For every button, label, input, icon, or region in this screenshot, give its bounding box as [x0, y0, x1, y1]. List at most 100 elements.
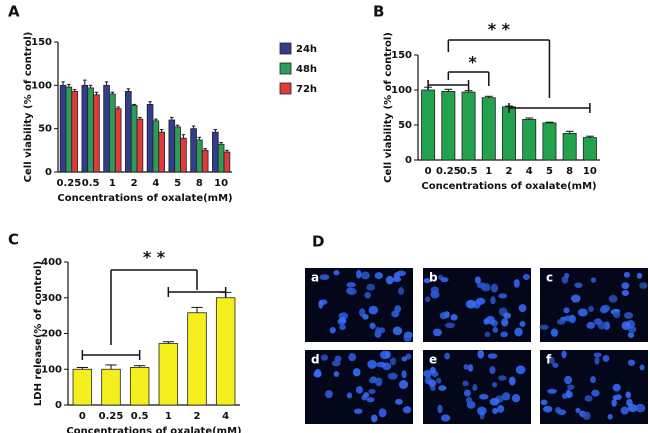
y-tick-label: 0 — [55, 400, 62, 411]
cell-nucleus — [599, 306, 609, 314]
cell-nucleus — [549, 356, 555, 365]
cell-nucleus — [423, 369, 432, 378]
cell-nucleus — [366, 283, 376, 291]
error-bar — [76, 366, 88, 370]
x-tick-label: 1 — [485, 166, 492, 177]
bar — [190, 128, 197, 173]
bar — [101, 368, 121, 406]
tile-label: f — [546, 353, 552, 367]
legend-swatch — [279, 82, 292, 95]
x-axis-label: Concentrations of oxalate(mM) — [66, 426, 241, 433]
cell-nucleus — [500, 331, 508, 338]
error-bar — [72, 89, 77, 92]
cell-nucleus — [476, 406, 487, 416]
x-tick-label: 10 — [214, 178, 228, 189]
error-bar — [104, 81, 109, 86]
cell-nucleus — [594, 356, 600, 365]
cell-nucleus — [438, 385, 447, 391]
error-bar — [484, 95, 493, 98]
cell-nucleus — [356, 269, 362, 279]
error-bar — [181, 134, 186, 139]
cell-nucleus — [362, 313, 369, 320]
cell-nucleus — [590, 376, 596, 384]
error-bar — [585, 135, 594, 138]
x-tick-label: 5 — [546, 166, 553, 177]
cell-nucleus — [487, 353, 498, 359]
error-bar — [159, 129, 164, 133]
cell-nucleus — [563, 307, 570, 314]
cell-nucleus — [319, 274, 330, 281]
bar — [174, 126, 181, 173]
cell-nucleus — [346, 392, 353, 399]
cell-nucleus — [571, 294, 581, 303]
cell-nucleus — [479, 393, 489, 400]
x-tick-label: 5 — [174, 178, 181, 189]
legend-label: 72h — [296, 84, 317, 95]
cell-nucleus — [392, 276, 402, 282]
y-tick-label: 400 — [41, 257, 62, 268]
cell-nucleus — [475, 297, 486, 305]
cell-nucleus — [497, 404, 505, 413]
cell-nucleus — [338, 316, 347, 323]
x-tick-label: 0.5 — [82, 178, 100, 189]
cell-nucleus — [552, 362, 559, 368]
bar — [461, 91, 476, 161]
cell-nucleus — [423, 278, 431, 284]
y-tick-label: 150 — [391, 50, 412, 61]
y-axis-label: Cell viability (% of control) — [23, 32, 34, 183]
y-axis-label: LDH release(% of control) — [33, 261, 44, 406]
y-tick-label: 300 — [41, 293, 62, 304]
cell-nucleus — [574, 282, 583, 288]
cell-nucleus — [555, 407, 562, 414]
error-bar — [148, 101, 152, 105]
cell-nucleus — [402, 406, 412, 414]
bar — [158, 343, 179, 406]
image-tile: b — [423, 268, 531, 342]
cell-nucleus — [607, 414, 613, 420]
error-bar — [138, 116, 142, 120]
cell-nucleus — [371, 414, 378, 423]
cell-nucleus — [430, 290, 440, 299]
cell-nucleus — [522, 273, 530, 281]
image-tile: e — [423, 349, 531, 424]
error-bar — [116, 106, 120, 109]
cell-nucleus — [462, 380, 469, 387]
bar — [130, 104, 138, 173]
cell-nucleus — [547, 388, 557, 394]
x-tick-label: 8 — [566, 166, 573, 177]
cell-nucleus — [394, 398, 403, 405]
cell-nucleus — [429, 366, 436, 374]
cell-nucleus — [375, 377, 383, 387]
cell-nucleus — [436, 377, 442, 384]
x-tick-label: 0.5 — [460, 166, 478, 177]
bar — [201, 149, 209, 173]
bar — [129, 367, 150, 406]
bar — [180, 137, 187, 173]
error-bar — [444, 88, 453, 92]
cell-nucleus — [378, 327, 386, 334]
cell-nucleus — [591, 389, 600, 397]
cell-nucleus — [376, 361, 386, 368]
error-bar — [162, 341, 174, 344]
cell-nucleus — [627, 332, 635, 339]
bar — [87, 87, 94, 173]
annotation: * * — [143, 248, 166, 267]
x-tick-label: 1 — [109, 178, 116, 189]
cell-nucleus — [374, 272, 384, 279]
x-tick-label: 0 — [425, 166, 432, 177]
cell-nucleus — [392, 326, 403, 336]
cell-nucleus — [394, 305, 402, 313]
bar — [146, 104, 154, 173]
legend-label: 24h — [296, 44, 317, 55]
cell-nucleus — [396, 270, 406, 277]
cell-nucleus — [620, 406, 629, 415]
cell-nucleus — [540, 399, 548, 406]
image-tile: a — [305, 268, 413, 342]
cell-nucleus — [623, 271, 630, 278]
bar — [158, 131, 165, 173]
error-bar — [88, 84, 93, 88]
cell-nucleus — [463, 363, 469, 370]
cell-nucleus — [366, 397, 375, 403]
cell-nucleus — [519, 320, 526, 327]
